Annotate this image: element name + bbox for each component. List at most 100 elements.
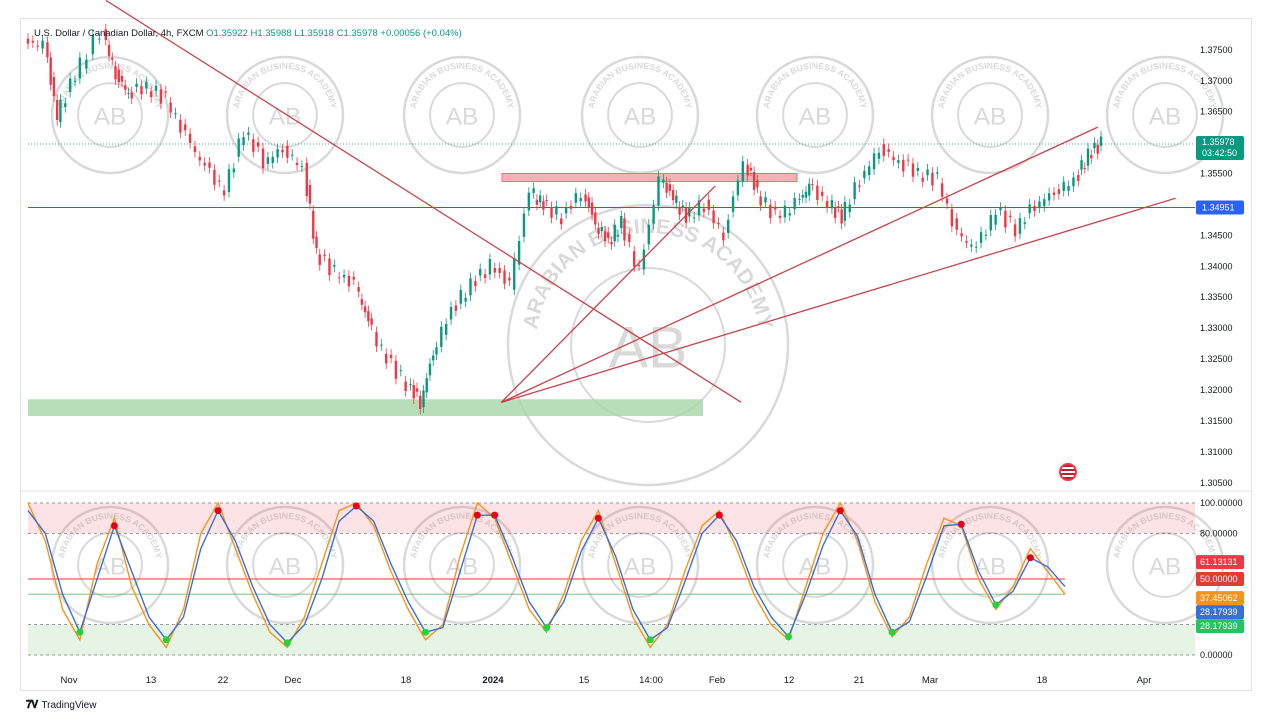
candle-body xyxy=(931,172,934,186)
candle-body xyxy=(419,395,422,409)
trendline-0 xyxy=(105,0,742,403)
tradingview-logo-icon[interactable]: 𝟕𝐕 xyxy=(26,699,38,711)
candle-body xyxy=(863,170,866,179)
time-tick-label: Feb xyxy=(709,675,725,686)
candle-body xyxy=(804,191,808,198)
osc-value-text: 37.45062 xyxy=(1200,593,1238,603)
candle-body xyxy=(545,200,548,202)
time-tick-label: 21 xyxy=(854,675,865,686)
candle-body xyxy=(555,206,558,215)
brand-label[interactable]: TradingView xyxy=(41,700,97,711)
candle-body xyxy=(994,214,997,225)
osc-value-tag xyxy=(1196,591,1244,606)
candle-body xyxy=(342,274,346,278)
candle-body xyxy=(671,190,675,201)
candle-body xyxy=(940,183,944,197)
candle-body xyxy=(127,92,130,94)
candle-body xyxy=(587,197,591,207)
candle-body xyxy=(657,176,660,206)
candle-body xyxy=(675,195,678,203)
candle-body xyxy=(508,277,511,281)
candle-body xyxy=(179,119,182,133)
candle-body xyxy=(503,270,506,284)
candle-body xyxy=(1047,193,1051,201)
candle-body xyxy=(1033,205,1036,212)
chart-frame xyxy=(20,18,1252,691)
candle-body xyxy=(318,254,321,266)
watermark-inner-ring xyxy=(607,82,673,148)
symbol-label[interactable]: U.S. Dollar / Canadian Dollar, 4h, FXCM xyxy=(34,28,204,39)
candle-body xyxy=(261,148,265,169)
watermark-letters: AB xyxy=(974,553,1007,580)
candle-body xyxy=(906,159,910,161)
candle-body xyxy=(474,280,477,287)
cross-dots xyxy=(76,502,1034,647)
candle-body xyxy=(308,184,312,204)
candle-body xyxy=(1096,144,1099,154)
osc-value-text: 28.17939 xyxy=(1200,621,1238,631)
price-tick-label: 1.34000 xyxy=(1200,261,1233,271)
time-tick-label: 15 xyxy=(579,675,590,686)
candle-body xyxy=(1086,148,1090,166)
candle-body xyxy=(911,163,915,177)
candle-body xyxy=(208,162,211,168)
candle-body xyxy=(412,385,415,399)
candle-body xyxy=(916,167,920,171)
time-tick-label: 13 xyxy=(146,675,157,686)
time-tick-label: Apr xyxy=(1137,675,1152,686)
osc-value-text: 28.17939 xyxy=(1200,607,1238,617)
candle-body xyxy=(752,171,756,190)
candle-body xyxy=(801,195,804,198)
candle-body xyxy=(232,168,236,173)
candle-body xyxy=(955,218,958,230)
candle-body xyxy=(774,206,777,210)
candle-body xyxy=(1023,222,1027,224)
watermark-letters: AB xyxy=(624,103,657,130)
candle-body xyxy=(164,91,167,93)
candle-body xyxy=(868,166,871,176)
buy-signal-dot xyxy=(283,639,291,647)
candle-body xyxy=(811,184,814,186)
resistance-zone xyxy=(501,173,798,183)
candle-body xyxy=(174,113,177,115)
watermark-inner-ring xyxy=(77,532,143,598)
candle-body xyxy=(107,44,111,56)
candle-body xyxy=(853,182,856,200)
candle-body xyxy=(1067,186,1070,191)
candle-body xyxy=(897,160,900,163)
candle-body xyxy=(41,40,44,49)
us-flag-event-icon[interactable] xyxy=(1059,463,1077,481)
countdown-value: 03:42:50 xyxy=(1202,148,1237,158)
candle-body xyxy=(970,244,973,247)
watermark-ring-text: ARABIAN BUSINESS ACADEMY xyxy=(761,61,869,110)
candle-body xyxy=(945,198,949,204)
candle-body xyxy=(1057,189,1061,194)
candle-body xyxy=(597,227,600,234)
candle-body xyxy=(843,201,847,221)
candle-body xyxy=(697,200,701,216)
osc-value-tag xyxy=(1196,619,1244,634)
stoch-k-line xyxy=(27,501,1066,649)
candle-body xyxy=(193,146,197,153)
watermark-ring xyxy=(402,55,522,175)
candle-body xyxy=(252,139,255,152)
candle-body xyxy=(385,353,388,364)
watermark-ring xyxy=(1105,55,1225,175)
price-tick-label: 1.35500 xyxy=(1200,169,1233,179)
candle-body xyxy=(375,332,378,347)
candle-body xyxy=(409,383,412,385)
candle-body xyxy=(833,207,837,218)
candle-body xyxy=(454,305,458,311)
candle-body xyxy=(681,205,685,208)
candle-body xyxy=(114,66,117,80)
watermark-inner-ring xyxy=(1132,82,1198,148)
watermark-ring xyxy=(580,55,700,175)
candle-body xyxy=(488,259,492,275)
candle-body xyxy=(281,149,284,153)
candle-body xyxy=(145,81,148,89)
candle-body xyxy=(425,378,428,393)
candle-body xyxy=(712,210,715,224)
